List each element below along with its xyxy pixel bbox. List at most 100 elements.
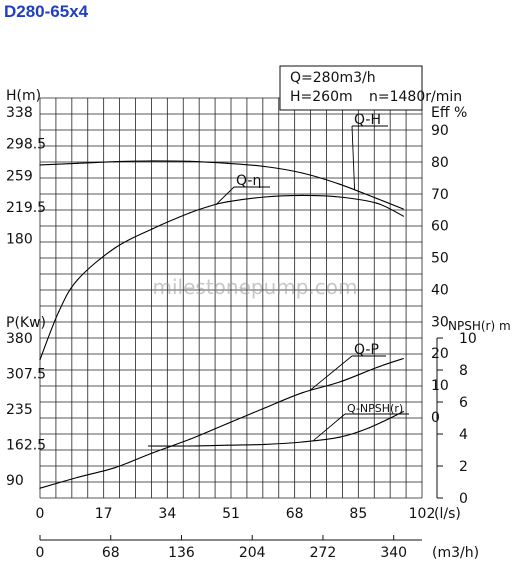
h-tick-label: 180: [6, 232, 33, 248]
x2-tick-label: 0: [36, 545, 45, 561]
series-q-p-point: [189, 438, 191, 440]
series-q-p-point: [114, 467, 116, 469]
npsh-tick-label: 8: [459, 363, 468, 379]
series-q-h-point: [151, 160, 153, 162]
series-q-npsh-point: [148, 445, 150, 447]
x-axis-label: (l/s): [434, 506, 461, 522]
series-q-npsh-point: [368, 427, 371, 429]
eff-tick-label: 80: [431, 155, 449, 171]
x2-tick-label: 136: [168, 545, 195, 561]
p-tick-label: 162.5: [6, 437, 46, 453]
series-q-npsh-point: [189, 445, 191, 447]
series-q-npsh-line: [148, 411, 404, 447]
p-axis-label: P(Kw): [6, 315, 46, 331]
eff-tick-label: 0: [431, 410, 440, 426]
series-q-p-line: [39, 358, 404, 489]
h-tick-label: 298.5: [6, 137, 46, 153]
x2-tick-label: 340: [380, 545, 407, 561]
info-head: H=260m: [290, 89, 353, 105]
series-q-p-label: Q-P: [354, 342, 379, 358]
series-q-p-point: [402, 357, 404, 360]
x-tick-label: 34: [158, 506, 176, 522]
series-q-h-point: [39, 164, 41, 166]
x2-axis-label: (m3/h): [432, 545, 479, 561]
series-q-p-point: [226, 423, 228, 425]
npsh-tick-label: 2: [459, 459, 468, 475]
series-q-h-leader: [351, 125, 356, 190]
series-q-eta-point: [58, 311, 60, 313]
series-q-p-point: [301, 392, 303, 394]
series-q-h-label: Q-H: [354, 112, 381, 128]
series-q-npsh-point: [264, 443, 266, 445]
series-q-eta-point: [402, 215, 404, 217]
watermark: milestonepump.com: [153, 275, 358, 299]
npsh-tick-label: 6: [459, 395, 468, 411]
x2-tick-label: 68: [102, 545, 120, 561]
series-q-p-point: [339, 381, 341, 383]
series-q-h-point: [301, 172, 303, 174]
series-q-eta-label: Q-η: [236, 173, 261, 189]
series-q-h-point: [339, 183, 341, 185]
chart-title: D280-65x4: [4, 2, 89, 21]
series-q-npsh-leader: [313, 413, 346, 441]
series-q-eta-point: [151, 228, 153, 230]
info-speed: n=1480r/min: [369, 89, 462, 105]
series-q-p-point: [151, 452, 153, 454]
npsh-axis-label: NPSH(r) m: [448, 319, 511, 333]
npsh-tick-label: 10: [459, 331, 477, 347]
series-q-npsh-point: [226, 444, 228, 446]
p-tick-label: 235: [6, 402, 33, 418]
series-q-eta-point: [39, 359, 41, 361]
series-q-p-point: [264, 407, 266, 409]
series-q-p-point: [39, 487, 41, 489]
npsh-tick-label: 4: [459, 427, 468, 443]
series-q-eta-point: [301, 194, 303, 196]
series-q-npsh-point: [339, 436, 341, 438]
series-q-eta-point: [207, 205, 210, 208]
series-q-h-point: [76, 162, 79, 164]
series-q-p-leader: [309, 355, 353, 391]
eff-tick-label: 20: [431, 346, 449, 362]
series-q-h-line: [39, 160, 404, 210]
series-q-h-point: [402, 208, 404, 210]
x-tick-label: 17: [95, 506, 113, 522]
eff-axis-label: Eff %: [431, 105, 467, 121]
x-tick-label: 51: [222, 506, 240, 522]
series-q-eta-point: [339, 196, 341, 198]
series-q-h-point: [264, 165, 266, 168]
p-tick-label: 90: [6, 473, 24, 489]
x-tick-label: 102: [409, 506, 436, 522]
npsh-tick-label: 0: [459, 491, 468, 507]
info-flow: Q=280m3/h: [290, 70, 376, 86]
p-tick-label: 307.5: [6, 366, 46, 382]
series-q-p-point: [376, 366, 378, 368]
series-q-p-point: [76, 476, 79, 479]
series-q-eta-point: [264, 196, 266, 198]
eff-tick-label: 60: [431, 219, 449, 235]
x-tick-label: 68: [286, 506, 304, 522]
eff-tick-label: 90: [431, 123, 449, 139]
x-tick-label: 85: [349, 506, 367, 522]
h-tick-label: 219.5: [6, 200, 46, 216]
eff-tick-label: 50: [431, 251, 449, 267]
series-q-h-point: [189, 160, 191, 162]
x-tick-label: 0: [36, 506, 45, 522]
series-q-h-point: [226, 162, 228, 164]
x2-tick-label: 272: [310, 545, 337, 561]
series-q-eta-point: [226, 201, 228, 203]
series-q-eta-leader: [215, 186, 235, 205]
eff-tick-label: 30: [431, 314, 449, 330]
eff-tick-label: 70: [431, 187, 449, 203]
series-q-eta-point: [114, 247, 116, 249]
h-tick-label: 259: [6, 168, 33, 184]
h-axis-label: H(m): [6, 88, 41, 104]
info-box: [279, 65, 423, 111]
p-tick-label: 380: [6, 331, 33, 347]
eff-tick-label: 10: [431, 378, 449, 394]
series-q-h-point: [114, 161, 116, 163]
eff-tick-label: 40: [431, 282, 449, 298]
series-q-eta-point: [189, 212, 191, 214]
series-q-npsh-point: [402, 411, 404, 413]
series-q-eta-point: [376, 202, 378, 204]
